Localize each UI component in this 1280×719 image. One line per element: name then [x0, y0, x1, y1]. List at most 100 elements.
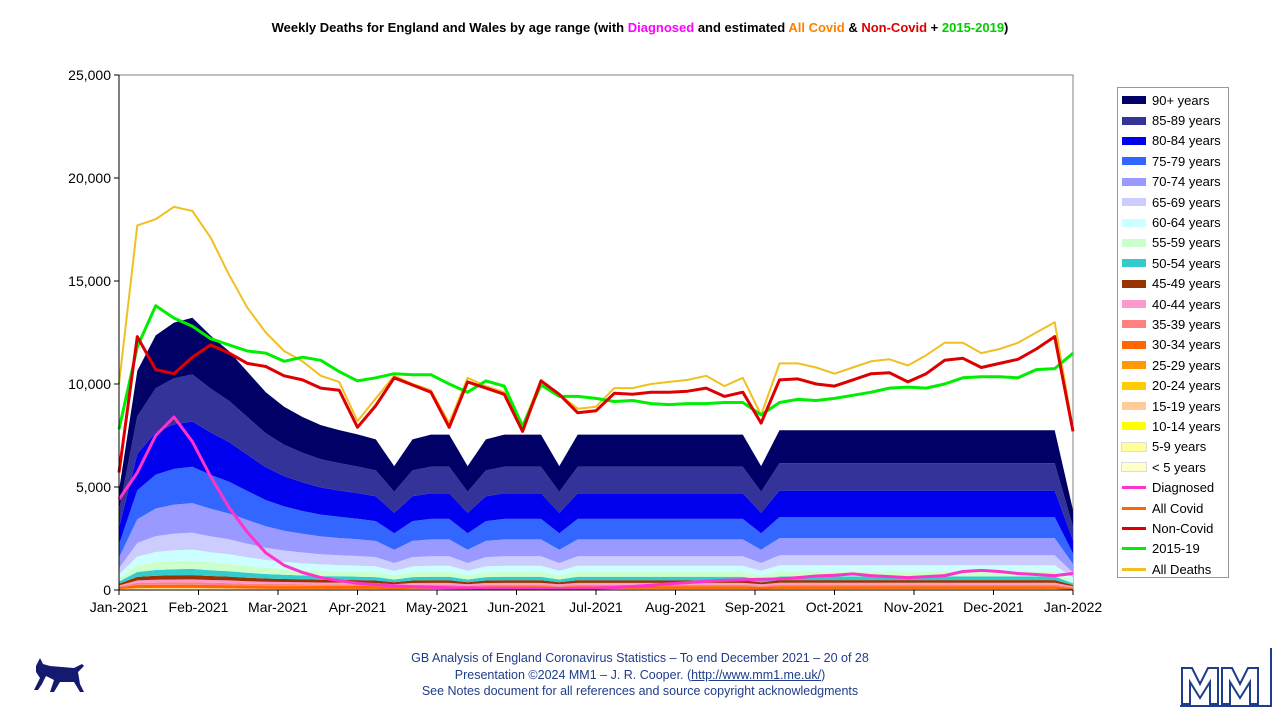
- legend-label: 25-29 years: [1152, 357, 1221, 373]
- legend-item: 35-39 years: [1118, 314, 1228, 334]
- legend-label: 75-79 years: [1152, 153, 1221, 169]
- legend-swatch: [1122, 218, 1146, 227]
- area-series-8: [119, 579, 1073, 588]
- x-tick-label: Dec-2021: [963, 599, 1024, 615]
- legend-label: All Covid: [1152, 500, 1204, 516]
- x-tick-label: Jan-2022: [1044, 599, 1103, 615]
- legend-item: 65-69 years: [1118, 192, 1228, 212]
- legend-swatch: [1122, 238, 1146, 247]
- legend-label: 45-49 years: [1152, 276, 1221, 292]
- axes: 0 5,000 10,000 15,000 20,000 25,000 Jan-2021 Fe…: [68, 67, 1102, 615]
- series-lines: [117, 205, 1075, 591]
- legend-label: 60-64 years: [1152, 215, 1221, 231]
- legend-swatch: [1122, 116, 1146, 125]
- area-series-16: [119, 421, 1073, 554]
- y-tick-label: 5,000: [76, 479, 111, 495]
- legend-label: All Deaths: [1152, 561, 1212, 577]
- legend-label: 50-54 years: [1152, 255, 1221, 271]
- legend-item: 90+ years: [1118, 90, 1228, 110]
- x-tick-label: Oct-2021: [806, 599, 864, 615]
- legend: 90+ years 85-89 years 80-84 years 75-79 yea…: [1117, 87, 1229, 578]
- legend-item: 15-19 years: [1118, 396, 1228, 416]
- x-tick-label: Apr-2021: [329, 599, 387, 615]
- footer-line-3: See Notes document for all references an…: [421, 684, 859, 698]
- area-series-13: [119, 532, 1073, 578]
- legend-item: 85-89 years: [1118, 110, 1228, 130]
- area-series-12: [119, 549, 1073, 581]
- y-tick-label: 0: [103, 582, 111, 598]
- line-non-covid: [117, 335, 1075, 473]
- legend-label: 90+ years: [1152, 92, 1210, 108]
- legend-label: 5-9 years: [1152, 439, 1207, 455]
- legend-swatch: [1122, 198, 1146, 207]
- line-all-deaths: [118, 205, 1074, 430]
- area-series-14: [119, 503, 1073, 573]
- legend-line-swatch: [1122, 547, 1146, 551]
- legend-item: All Deaths: [1118, 559, 1228, 579]
- line-diagnosed: [117, 415, 1074, 591]
- y-tick-label: 25,000: [68, 67, 111, 83]
- legend-swatch: [1122, 361, 1146, 370]
- legend-swatch: [1122, 422, 1146, 431]
- legend-label: 15-19 years: [1152, 398, 1221, 414]
- legend-line-swatch: [1122, 506, 1146, 510]
- legend-item: 10-14 years: [1118, 416, 1228, 436]
- legend-label: 65-69 years: [1152, 194, 1221, 210]
- legend-swatch: [1122, 177, 1146, 186]
- legend-label: 55-59 years: [1152, 235, 1221, 251]
- area-series-11: [119, 560, 1073, 584]
- website-link[interactable]: http://www.mm1.me.uk/: [691, 668, 822, 682]
- legend-item: Diagnosed: [1118, 477, 1228, 497]
- y-tick-label: 20,000: [68, 170, 111, 186]
- area-series-18: [119, 317, 1073, 527]
- y-tick-label: 10,000: [68, 376, 111, 392]
- legend-label: 40-44 years: [1152, 296, 1221, 312]
- legend-line-swatch: [1122, 486, 1146, 490]
- legend-line-swatch: [1122, 526, 1146, 530]
- legend-item: 45-49 years: [1118, 274, 1228, 294]
- legend-swatch: [1121, 441, 1147, 452]
- legend-item: 5-9 years: [1118, 437, 1228, 457]
- line-2015-19: [117, 304, 1074, 430]
- legend-label: 35-39 years: [1152, 316, 1221, 332]
- x-tick-label: Jul-2021: [569, 599, 623, 615]
- x-tick-label: Feb-2021: [169, 599, 229, 615]
- legend-swatch: [1122, 300, 1146, 309]
- legend-item: 80-84 years: [1118, 131, 1228, 151]
- legend-item: Non-Covid: [1118, 518, 1228, 538]
- legend-item: 70-74 years: [1118, 172, 1228, 192]
- legend-swatch: [1122, 402, 1146, 411]
- legend-swatch: [1122, 259, 1146, 268]
- legend-label: 70-74 years: [1152, 174, 1221, 190]
- legend-swatch: [1122, 279, 1146, 288]
- legend-item: 30-34 years: [1118, 335, 1228, 355]
- mm1-logo-icon: [1180, 648, 1272, 707]
- area-series-10: [119, 568, 1073, 585]
- legend-item: 60-64 years: [1118, 212, 1228, 232]
- x-tick-label: Mar-2021: [248, 599, 308, 615]
- legend-label: < 5 years: [1152, 459, 1206, 475]
- legend-item: 40-44 years: [1118, 294, 1228, 314]
- y-tick-label: 15,000: [68, 273, 111, 289]
- legend-swatch: [1122, 136, 1146, 145]
- legend-item: 2015-19: [1118, 539, 1228, 559]
- stacked-areas: [119, 317, 1073, 590]
- legend-swatch: [1122, 320, 1146, 329]
- legend-item: 75-79 years: [1118, 151, 1228, 171]
- legend-swatch: [1122, 157, 1146, 166]
- legend-item: 25-29 years: [1118, 355, 1228, 375]
- legend-item: 55-59 years: [1118, 233, 1228, 253]
- legend-label: 30-34 years: [1152, 337, 1221, 353]
- x-tick-label: May-2021: [406, 599, 468, 615]
- x-tick-label: Sep-2021: [725, 599, 786, 615]
- legend-label: 80-84 years: [1152, 133, 1221, 149]
- legend-label: Non-Covid: [1152, 520, 1214, 536]
- chart-title: Weekly Deaths for England and Wales by a…: [271, 20, 1009, 35]
- x-tick-label: Jun-2021: [487, 599, 546, 615]
- x-tick-label: Nov-2021: [884, 599, 945, 615]
- legend-swatch: [1122, 381, 1146, 390]
- legend-label: 2015-19: [1152, 541, 1200, 557]
- legend-line-swatch: [1122, 567, 1146, 571]
- legend-label: 10-14 years: [1152, 418, 1221, 434]
